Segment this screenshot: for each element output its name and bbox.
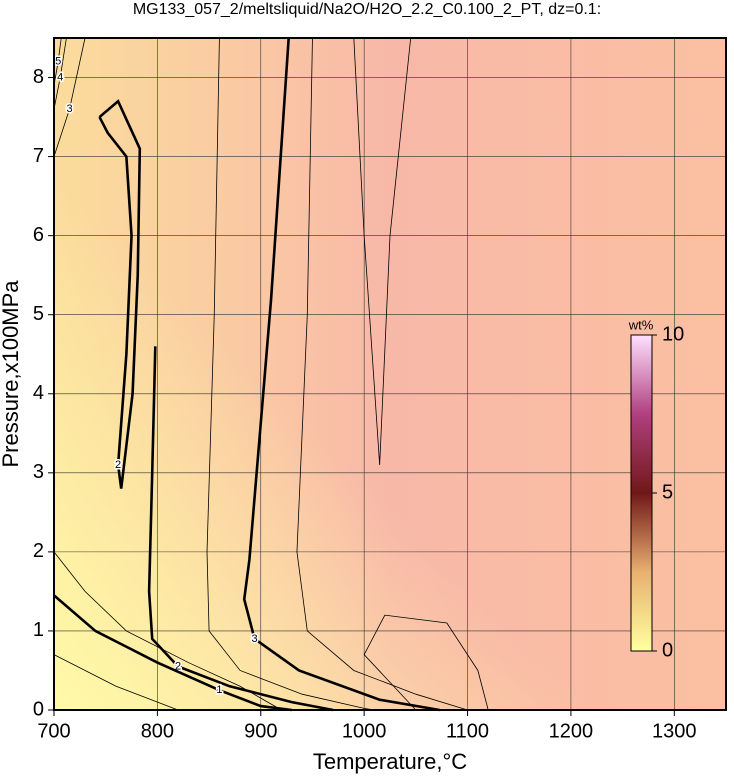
- y-tick-label: 4: [33, 382, 44, 404]
- x-tick-label: 900: [244, 720, 277, 742]
- contour-line: [53, 654, 179, 711]
- contour-line: [242, 37, 440, 712]
- contour-line: [53, 37, 62, 86]
- x-tick-label: 700: [37, 720, 70, 742]
- colorbar-tick-label: 10: [662, 323, 684, 345]
- contour-line: [53, 37, 67, 110]
- colorbar-tick-label: 5: [662, 481, 673, 503]
- contour-line: [206, 37, 375, 711]
- contour-line: [363, 614, 489, 711]
- field-shade: [54, 38, 726, 710]
- y-tick-label: 8: [33, 66, 44, 88]
- contour-label: 2: [115, 459, 121, 471]
- contour-label: 3: [66, 103, 72, 115]
- x-tick-label: 1100: [446, 720, 489, 742]
- y-tick-label: 2: [33, 540, 44, 562]
- chart-title: MG133_057_2/meltsliquid/Na2O/H2O_2.2_C0.…: [133, 1, 601, 18]
- frame: [53, 37, 727, 711]
- y-tick-label: 5: [33, 303, 44, 325]
- contour-line: [53, 551, 282, 711]
- contour-line: [98, 99, 142, 489]
- contour-line: [296, 37, 468, 711]
- x-axis-label: Temperature,°C: [313, 749, 467, 774]
- y-tick-label: 7: [33, 145, 44, 167]
- colorbar: [630, 334, 653, 652]
- contour-line: [53, 594, 292, 712]
- contour-label: 2: [175, 660, 181, 672]
- y-tick-label: 3: [33, 461, 44, 483]
- colorbar-label: wt%: [628, 317, 654, 332]
- y-axis-label: Pressure,x100MPa: [0, 280, 23, 468]
- x-tick-label: 1300: [652, 720, 697, 742]
- contour-label: 4: [57, 71, 63, 83]
- contour-label: 1: [216, 684, 222, 696]
- contour-label: 5: [55, 56, 61, 68]
- contour-label: 3: [252, 633, 258, 645]
- x-tick-label: 1000: [342, 720, 387, 742]
- contour-line: [147, 346, 334, 712]
- contour-line: [53, 37, 86, 157]
- y-tick-label: 6: [33, 224, 44, 246]
- x-tick-label: 1200: [549, 720, 594, 742]
- contour-line: [353, 37, 412, 465]
- x-tick-label: 800: [141, 720, 174, 742]
- colorbar-tick-label: 0: [662, 639, 673, 661]
- y-tick-label: 0: [33, 698, 44, 720]
- y-tick-label: 1: [33, 619, 44, 641]
